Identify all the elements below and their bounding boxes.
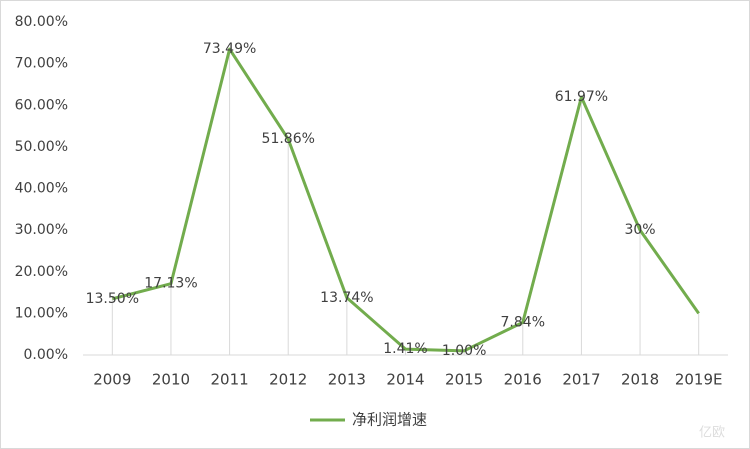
x-tick-label: 2016 (504, 371, 542, 389)
data-label: 17.13% (144, 276, 197, 292)
x-tick-label: 2014 (386, 371, 424, 389)
data-label: 51.86% (262, 131, 315, 147)
y-tick-label: 70.00% (15, 56, 68, 72)
data-label: 73.49% (203, 41, 256, 57)
x-tick-label: 2012 (269, 371, 307, 389)
data-label: 61.97% (555, 89, 608, 105)
y-tick-label: 0.00% (24, 347, 68, 363)
watermark: 亿欧 (699, 426, 725, 441)
y-tick-label: 50.00% (15, 139, 68, 155)
x-tick-label: 2015 (445, 371, 483, 389)
x-tick-label: 2018 (621, 371, 659, 389)
x-tick-label: 2010 (152, 371, 190, 389)
data-label: 13.74% (320, 290, 373, 306)
x-tick-label: 2011 (210, 371, 248, 389)
y-tick-label: 80.00% (15, 14, 68, 30)
legend-label: 净利润增速 (352, 411, 427, 429)
y-tick-label: 10.00% (15, 305, 68, 321)
y-tick-label: 40.00% (15, 181, 68, 197)
data-label: 7.84% (501, 314, 545, 330)
x-tick-label: 2009 (93, 371, 131, 389)
series-line (111, 47, 700, 353)
x-tick-label: 2019E (675, 371, 723, 389)
data-label: 30% (624, 222, 655, 238)
data-label: 13.50% (86, 291, 139, 307)
y-tick-label: 20.00% (15, 264, 68, 280)
data-label: 1.00% (442, 343, 486, 359)
x-tick-label: 2017 (562, 371, 600, 389)
y-tick-label: 60.00% (15, 97, 68, 113)
y-tick-label: 30.00% (15, 222, 68, 238)
data-label: 1.41% (383, 341, 427, 357)
x-tick-label: 2013 (328, 371, 366, 389)
